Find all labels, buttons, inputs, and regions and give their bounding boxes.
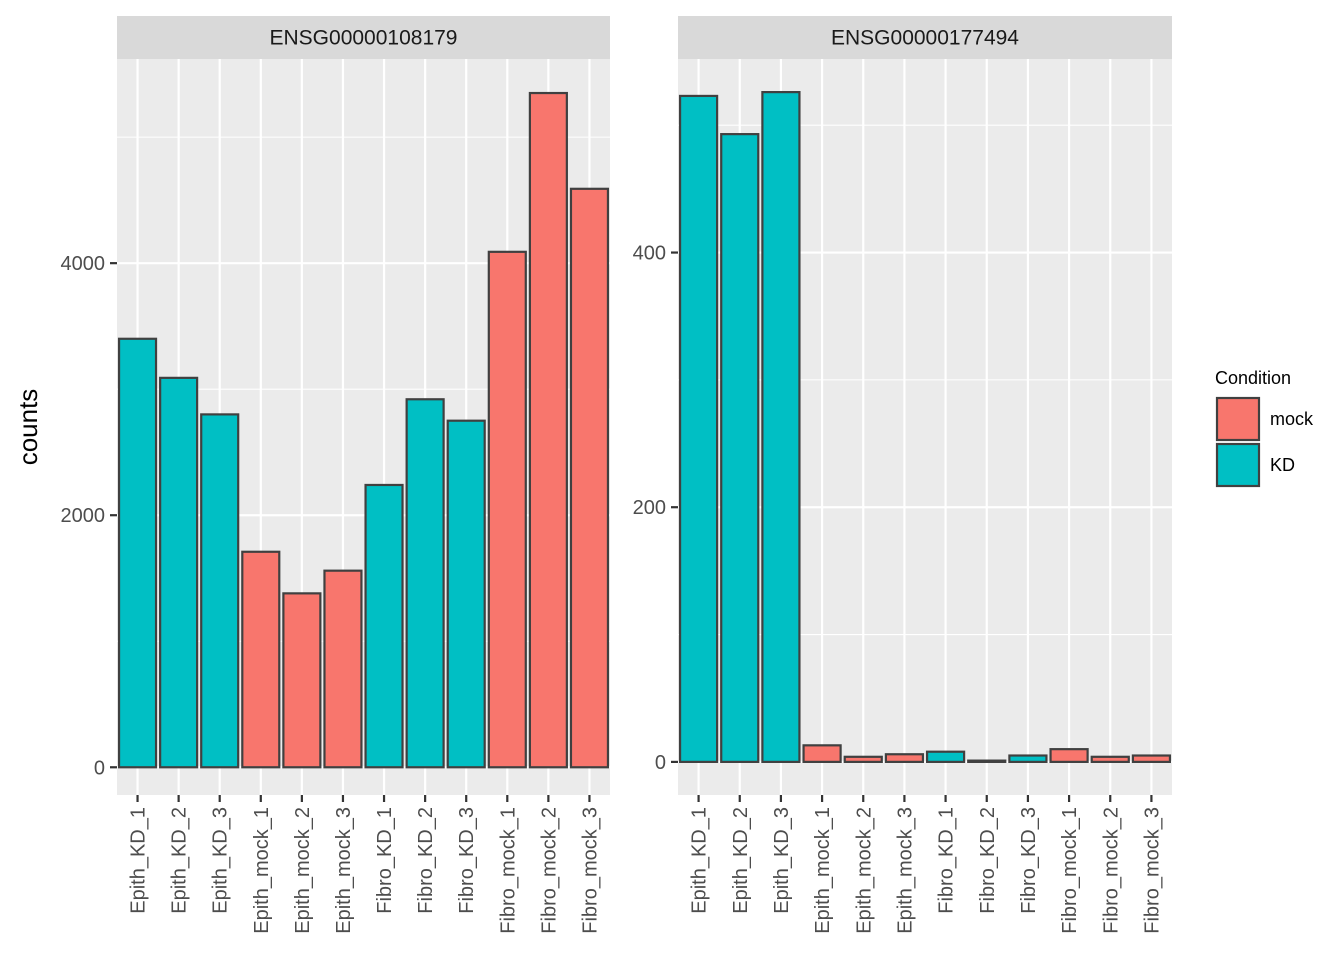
legend-title: Condition (1215, 368, 1291, 388)
legend-key-mock (1215, 396, 1261, 442)
x-tick-label-Epith_mock_3: Epith_mock_3 (333, 807, 355, 934)
legend-label-mock: mock (1270, 409, 1314, 429)
x-tick-label-Fibro_mock_1: Fibro_mock_1 (1059, 807, 1081, 934)
bar-Epith_KD_1 (117, 337, 158, 769)
x-tick-label-Fibro_KD_1: Fibro_KD_1 (374, 807, 396, 914)
x-tick-label-Fibro_KD_3: Fibro_KD_3 (1018, 807, 1040, 914)
bar-Fibro_KD_3 (446, 419, 486, 769)
x-tick-label-Epith_KD_1: Epith_KD_1 (128, 807, 150, 914)
bar-Epith_KD_1 (678, 94, 719, 763)
y-axis-title: counts (13, 389, 43, 466)
y-tick-label: 2000 (61, 505, 106, 527)
x-tick-label-Fibro_KD_2: Fibro_KD_2 (977, 807, 999, 914)
x-tick-label-Fibro_KD_3: Fibro_KD_3 (456, 807, 478, 914)
bar-Fibro_KD_3 (1008, 754, 1048, 763)
bar-Fibro_mock_2 (1090, 755, 1130, 763)
bar-Fibro_mock_3 (569, 187, 610, 769)
legend: Condition mock KD (1215, 368, 1314, 488)
facet-strip (678, 16, 1172, 59)
bar-Epith_mock_1 (241, 550, 281, 769)
bar-Epith_mock_1 (802, 744, 842, 763)
x-tick-label-Fibro_mock_2: Fibro_mock_2 (538, 807, 560, 934)
x-tick-label-Fibro_mock_3: Fibro_mock_3 (1141, 807, 1163, 934)
x-tick-label-Epith_KD_1: Epith_KD_1 (689, 807, 711, 914)
bar-Epith_KD_3 (200, 413, 240, 769)
bar-Epith_mock_2 (282, 592, 322, 769)
bar-Epith_KD_2 (159, 376, 199, 769)
facet-panel-1: ENSG00000108179 0 2000 4000 Epith_KD_1 Epith_… (61, 16, 610, 934)
x-tick-label-Fibro_KD_2: Fibro_KD_2 (415, 807, 437, 914)
facet-strip (117, 16, 610, 59)
bar-Fibro_KD_2 (405, 398, 445, 769)
x-tick-label-Epith_mock_2: Epith_mock_2 (292, 807, 314, 934)
legend-label-KD: KD (1270, 455, 1295, 475)
bar-Fibro_mock_3 (1131, 754, 1172, 763)
bar-Epith_mock_3 (884, 753, 925, 763)
x-tick-label-Epith_mock_1: Epith_mock_1 (812, 807, 834, 934)
x-tick-label-Fibro_mock_1: Fibro_mock_1 (497, 807, 519, 934)
x-tick-label-Epith_mock_2: Epith_mock_2 (853, 807, 875, 934)
facet-strip-title: ENSG00000177494 (831, 27, 1019, 50)
bar-Epith_KD_3 (761, 91, 801, 763)
panel-background (678, 59, 1172, 795)
bar-Fibro_KD_2 (967, 759, 1007, 763)
y-tick-label: 0 (94, 757, 105, 779)
x-tick-label-Epith_KD_2: Epith_KD_2 (730, 807, 752, 914)
bar-Fibro_KD_1 (364, 483, 404, 769)
bar-Fibro_mock_1 (487, 250, 527, 769)
facet-strip-title: ENSG00000108179 (270, 27, 458, 50)
x-tick-label-Epith_KD_3: Epith_KD_3 (771, 807, 793, 914)
x-tick-label-Epith_mock_1: Epith_mock_1 (251, 807, 273, 934)
x-tick-label-Epith_KD_2: Epith_KD_2 (169, 807, 191, 914)
x-tick-label-Epith_KD_3: Epith_KD_3 (210, 807, 232, 914)
bar-Epith_mock_2 (843, 755, 883, 763)
bar-Fibro_mock_2 (528, 91, 568, 769)
x-tick-label-Fibro_mock_2: Fibro_mock_2 (1100, 807, 1122, 934)
panel-background (117, 59, 610, 795)
bar-Fibro_KD_1 (925, 750, 966, 763)
legend-key-KD (1215, 442, 1261, 488)
x-tick-label-Fibro_KD_1: Fibro_KD_1 (936, 807, 958, 914)
x-tick-label-Epith_mock_3: Epith_mock_3 (894, 807, 916, 934)
y-tick-label: 4000 (61, 253, 106, 275)
x-tick-label-Fibro_mock_3: Fibro_mock_3 (579, 807, 601, 934)
bar-Fibro_mock_1 (1049, 748, 1089, 763)
facet-panel-2: ENSG00000177494 0 200 400 Epith_KD_1 Epith_KD… (633, 16, 1172, 934)
y-tick-label: 0 (655, 752, 666, 774)
y-tick-label: 400 (633, 243, 666, 265)
bar-Epith_mock_3 (323, 569, 363, 769)
bar-Epith_KD_2 (720, 133, 760, 763)
y-tick-label: 200 (633, 497, 666, 519)
